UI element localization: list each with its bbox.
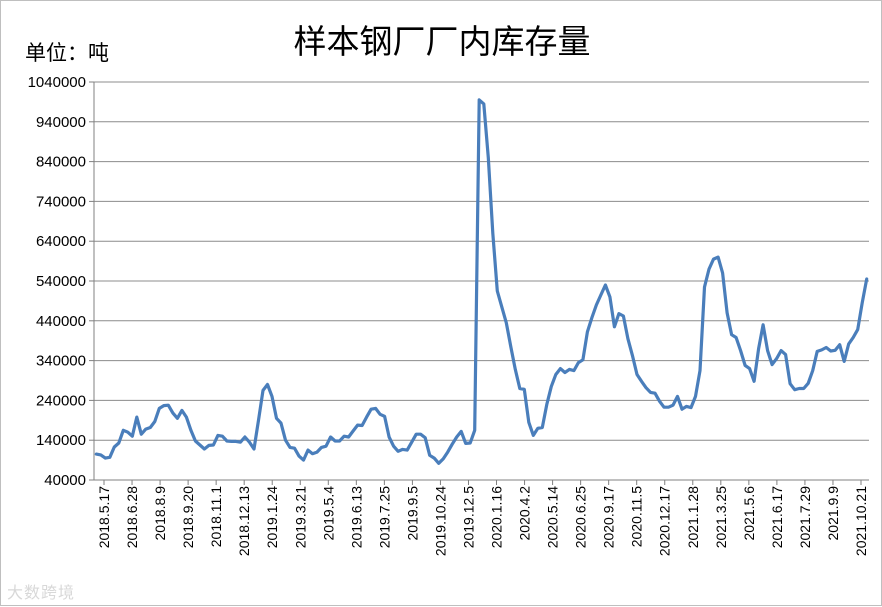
x-tick-label: 2020.9.17 xyxy=(601,486,617,548)
y-tick-label: 340000 xyxy=(36,353,86,370)
y-tick-label: 140000 xyxy=(36,432,86,449)
x-tick-label: 2021.10.21 xyxy=(853,486,869,556)
watermark: 大数跨境 xyxy=(7,583,76,602)
y-tick-label: 1040000 xyxy=(28,74,86,91)
x-tick-label: 2019.1.24 xyxy=(264,486,280,548)
gridlines xyxy=(94,81,869,441)
x-tick-label: 2020.5.14 xyxy=(545,486,561,548)
x-tick-label: 2018.6.28 xyxy=(124,486,140,548)
x-tick-label: 2020.12.17 xyxy=(657,486,673,556)
x-tick-label: 2021.3.25 xyxy=(713,486,729,548)
x-tick-label: 2021.1.28 xyxy=(685,486,701,548)
x-tick-label: 2019.3.21 xyxy=(292,486,308,548)
chart-title: 样本钢厂厂内库存量 xyxy=(293,22,591,61)
x-tick-label: 2018.9.20 xyxy=(180,486,196,548)
y-tick-label: 440000 xyxy=(36,313,86,330)
x-tick-label: 2019.6.13 xyxy=(348,486,364,548)
y-axis-tick-labels: 40000 140000 240000 340000 440000 540000 64000… xyxy=(28,74,86,489)
x-tick-label: 2021.9.9 xyxy=(825,486,841,541)
y-tick-label: 740000 xyxy=(36,193,86,210)
x-tick-label: 2020.1.16 xyxy=(489,486,505,548)
y-tick-label: 40000 xyxy=(44,472,86,489)
axes xyxy=(89,81,869,485)
x-tick-label: 2020.4.2 xyxy=(517,486,533,541)
x-tick-label: 2018.5.17 xyxy=(96,486,112,548)
x-tick-label: 2021.6.17 xyxy=(769,486,785,548)
series-line-inventory xyxy=(94,98,869,465)
unit-label: 单位：吨 xyxy=(25,41,109,65)
x-tick-label: 2018.11.1 xyxy=(208,486,224,547)
x-tick-label: 2018.8.9 xyxy=(152,486,168,541)
x-tick-label: 2019.10.24 xyxy=(432,486,448,556)
x-tick-label: 2019.7.25 xyxy=(376,486,392,548)
y-tick-label: 540000 xyxy=(36,273,86,290)
y-tick-label: 240000 xyxy=(36,392,86,409)
y-tick-label: 840000 xyxy=(36,154,86,171)
x-tick-label: 2020.6.25 xyxy=(573,486,589,548)
x-axis-tick-labels: 2018.5.17 2018.6.28 2018.8.9 2018.9.20 2018.… xyxy=(96,486,869,556)
series-group xyxy=(94,98,869,465)
y-tick-label: 940000 xyxy=(36,114,86,131)
x-tick-label: 2019.12.5 xyxy=(460,486,476,548)
x-tick-label: 2021.7.29 xyxy=(797,486,813,548)
x-tick-label: 2020.11.5 xyxy=(629,486,645,547)
x-tick-label: 2018.12.13 xyxy=(236,486,252,556)
x-tick-label: 2021.5.6 xyxy=(741,486,757,541)
y-tick-label: 640000 xyxy=(36,233,86,250)
x-tick-label: 2019.5.4 xyxy=(320,486,336,541)
x-tick-label: 2019.9.5 xyxy=(404,486,420,541)
